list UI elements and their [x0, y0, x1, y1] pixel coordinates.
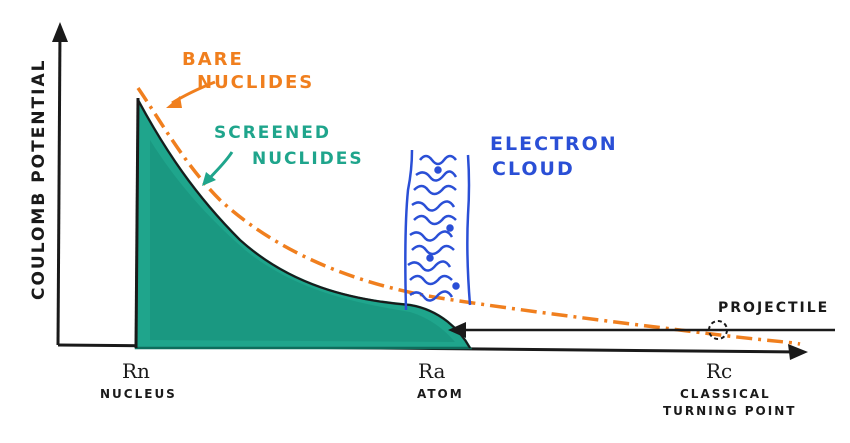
- projectile-label: PROJECTILE: [718, 300, 829, 316]
- bare-label-line1: BARE: [182, 49, 244, 70]
- y-axis: [56, 29, 62, 346]
- x-axis-arrow: [788, 344, 808, 360]
- rn-tick-label: Rn: [122, 359, 150, 383]
- nucleus-wall: [134, 97, 140, 349]
- projectile-path: [448, 320, 835, 340]
- screened-shading: [150, 140, 455, 342]
- projectile-arrowhead: [448, 322, 466, 338]
- screened-curve-edge: [137, 99, 471, 349]
- screened-potential-region: [134, 97, 473, 350]
- ra-tick-label: Ra: [418, 359, 446, 383]
- rn-sub-label: NUCLEUS: [100, 387, 177, 401]
- electron-cloud: [404, 149, 472, 311]
- ra-sub-label: ATOM: [417, 387, 464, 401]
- screened-label-line2: NUCLIDES: [252, 149, 364, 169]
- rc-sub-label1: CLASSICAL: [680, 387, 771, 401]
- y-axis-label: COULOMB POTENTIAL: [29, 59, 49, 300]
- projectile-marker: [708, 320, 728, 340]
- cloud-label-line2: CLOUD: [492, 158, 575, 180]
- rc-tick-label: Rc: [706, 359, 732, 383]
- y-axis-arrow: [52, 22, 68, 42]
- screened-label-arrow: [206, 151, 234, 181]
- bare-label-line2: NUCLIDES: [197, 72, 314, 93]
- screened-label-arrowhead: [202, 172, 216, 186]
- cloud-label-line1: ELECTRON: [490, 133, 618, 155]
- bare-label-arrowhead: [166, 96, 182, 108]
- rc-sub-label2: TURNING POINT: [663, 404, 796, 418]
- bare-potential-curve: [136, 87, 801, 346]
- screened-label-line1: SCREENED: [214, 123, 331, 143]
